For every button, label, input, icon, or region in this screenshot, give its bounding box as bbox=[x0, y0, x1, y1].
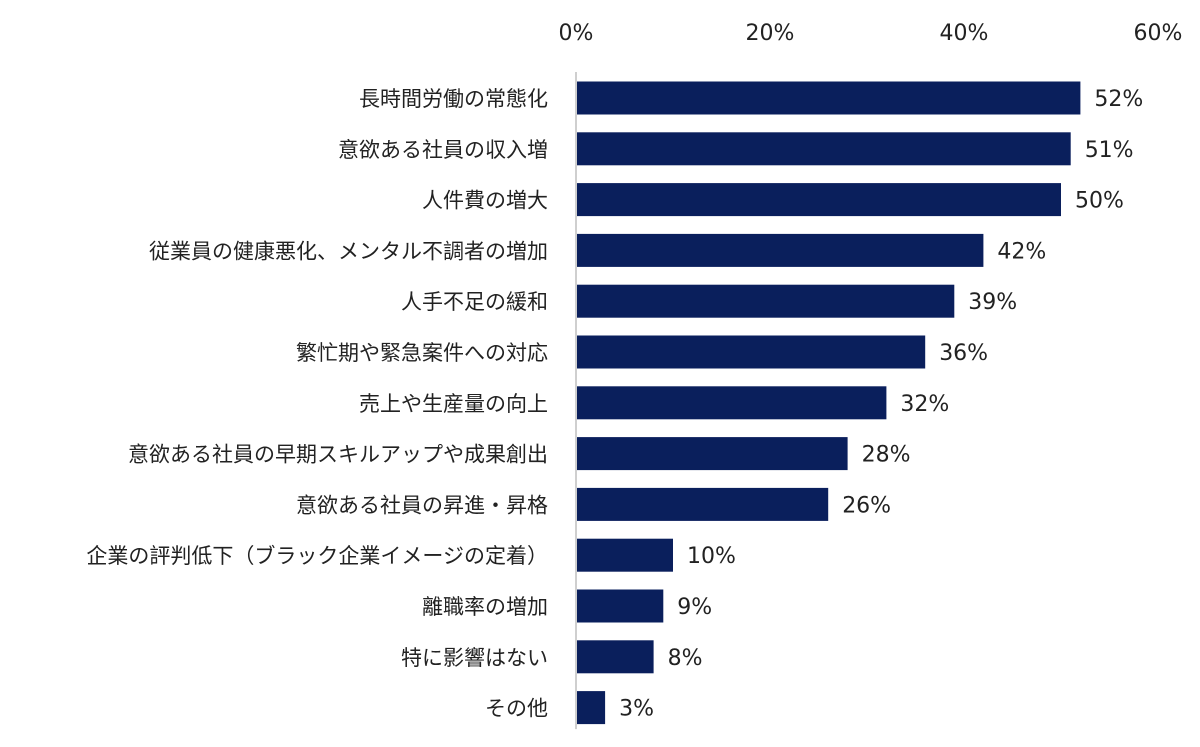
value-label: 28% bbox=[862, 443, 911, 468]
bar bbox=[577, 589, 664, 623]
x-tick-label: 60% bbox=[1134, 21, 1183, 46]
value-label: 50% bbox=[1075, 189, 1124, 214]
value-label: 8% bbox=[668, 646, 703, 671]
bar bbox=[577, 183, 1061, 217]
value-label: 3% bbox=[619, 697, 654, 722]
category-label: 意欲ある社員の収入増 bbox=[338, 138, 548, 162]
bar bbox=[577, 81, 1081, 115]
value-labels: 52% 51% 50% 42% 39% 36% 32% 28% 26% 10% 9% 8% 3% bbox=[619, 87, 1143, 722]
bar bbox=[577, 487, 829, 521]
bar bbox=[577, 233, 984, 267]
value-label: 26% bbox=[842, 493, 891, 518]
category-label: 繁忙期や緊急案件への対応 bbox=[296, 341, 548, 365]
category-label: 従業員の健康悪化、メンタル不調者の増加 bbox=[149, 239, 548, 263]
bar bbox=[577, 284, 955, 318]
category-label: 離職率の増加 bbox=[422, 595, 548, 619]
value-label: 51% bbox=[1085, 138, 1134, 163]
value-label: 52% bbox=[1094, 87, 1143, 112]
x-axis-ticks: 0% 20% 40% 60% bbox=[559, 21, 1183, 46]
bar bbox=[577, 335, 926, 369]
bar bbox=[577, 132, 1071, 166]
category-label: 人手不足の緩和 bbox=[401, 290, 548, 314]
value-label: 39% bbox=[968, 290, 1017, 315]
category-label: 長時間労働の常態化 bbox=[359, 87, 548, 111]
category-label: 意欲ある社員の昇進・昇格 bbox=[296, 493, 548, 517]
category-label: 人件費の増大 bbox=[422, 189, 548, 213]
category-label: 意欲ある社員の早期スキルアップや成果創出 bbox=[128, 443, 548, 467]
value-label: 9% bbox=[677, 595, 712, 620]
bar bbox=[577, 437, 848, 471]
category-label: 特に影響はない bbox=[401, 646, 548, 670]
x-tick-label: 20% bbox=[746, 21, 795, 46]
bar bbox=[577, 640, 654, 674]
category-labels: 長時間労働の常態化意欲ある社員の収入増人件費の増大従業員の健康悪化、メンタル不調… bbox=[86, 87, 548, 721]
value-label: 32% bbox=[900, 392, 949, 417]
value-label: 42% bbox=[997, 239, 1046, 264]
bar bbox=[577, 386, 887, 420]
category-label: 売上や生産量の向上 bbox=[359, 392, 548, 416]
bar bbox=[577, 691, 606, 725]
bar bbox=[577, 538, 673, 572]
category-label: その他 bbox=[485, 697, 548, 721]
value-label: 36% bbox=[939, 341, 988, 366]
value-label: 10% bbox=[687, 544, 736, 569]
x-tick-label: 40% bbox=[940, 21, 989, 46]
category-label: 企業の評判低下（ブラック企業イメージの定着） bbox=[86, 544, 548, 568]
x-tick-label: 0% bbox=[559, 21, 594, 46]
bars bbox=[577, 81, 1081, 725]
